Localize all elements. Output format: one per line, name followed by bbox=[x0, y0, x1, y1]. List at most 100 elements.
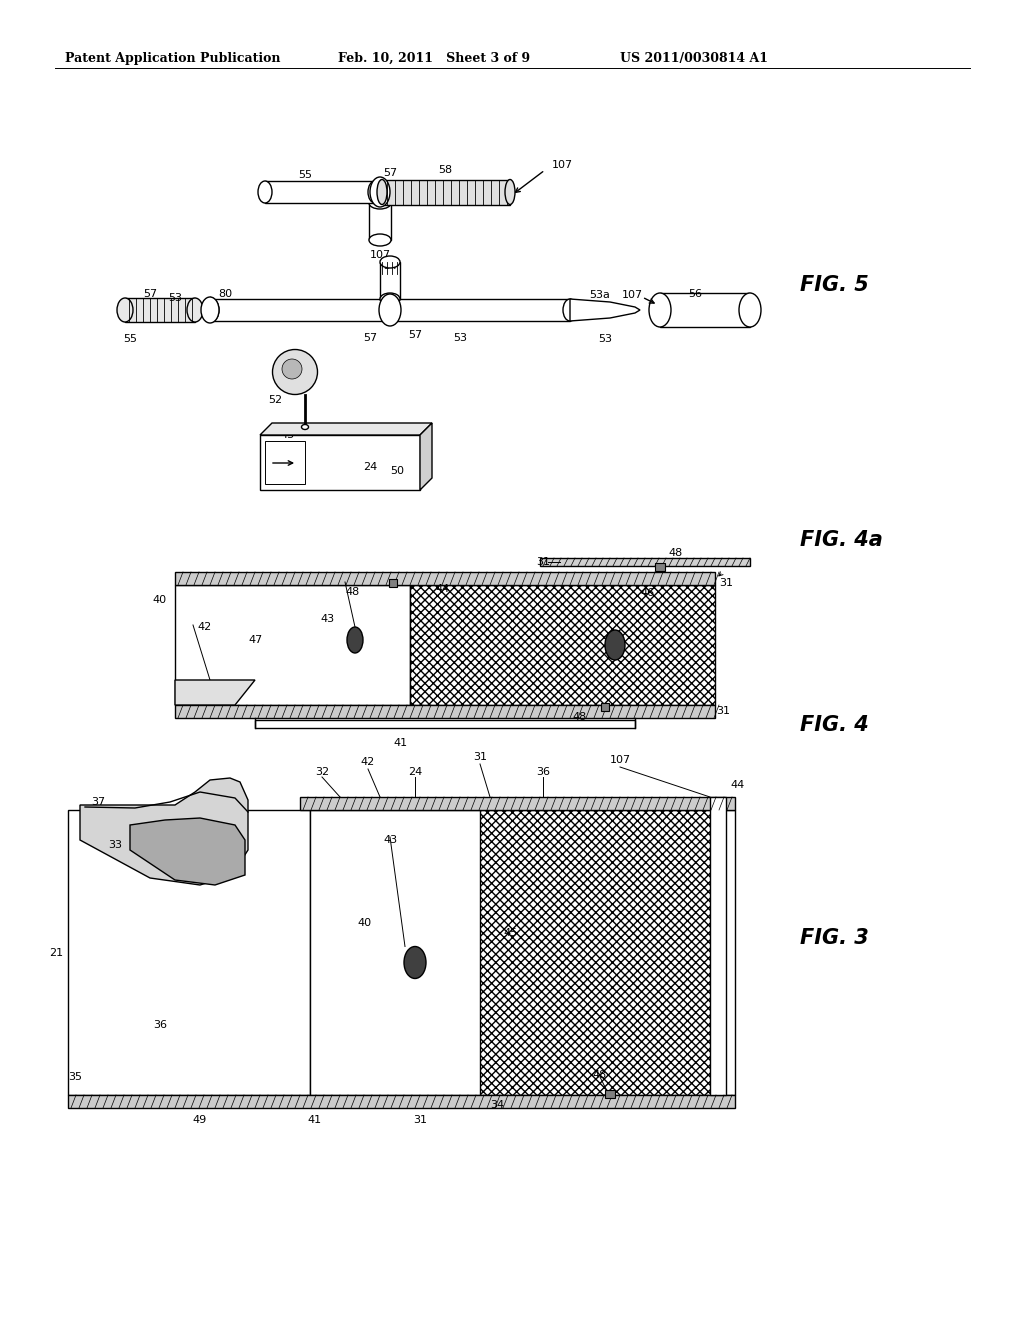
Polygon shape bbox=[130, 818, 245, 884]
Text: 41: 41 bbox=[393, 738, 408, 748]
Text: 57: 57 bbox=[408, 330, 422, 341]
Text: FIG. 5: FIG. 5 bbox=[800, 275, 868, 294]
Text: 42: 42 bbox=[360, 756, 375, 767]
Text: 31: 31 bbox=[716, 706, 730, 715]
Bar bbox=[265, 441, 305, 484]
Ellipse shape bbox=[649, 293, 671, 327]
Bar bbox=[369, 203, 391, 240]
Text: 40: 40 bbox=[153, 595, 167, 605]
Text: 32: 32 bbox=[315, 767, 329, 777]
Text: 48: 48 bbox=[572, 711, 587, 722]
Text: 50: 50 bbox=[390, 466, 404, 477]
Text: 36: 36 bbox=[536, 767, 550, 777]
Text: 33: 33 bbox=[108, 840, 122, 850]
Ellipse shape bbox=[201, 297, 219, 323]
Text: 58: 58 bbox=[438, 165, 452, 176]
Text: FIG. 4a: FIG. 4a bbox=[800, 531, 883, 550]
Text: 54: 54 bbox=[383, 261, 397, 271]
Polygon shape bbox=[420, 422, 432, 490]
Polygon shape bbox=[80, 777, 248, 884]
Bar bbox=[710, 797, 726, 1096]
Bar bbox=[255, 719, 635, 729]
Bar bbox=[310, 810, 735, 1096]
Text: 31: 31 bbox=[719, 578, 733, 587]
Ellipse shape bbox=[380, 256, 400, 268]
Text: 44: 44 bbox=[730, 780, 744, 789]
Text: 48: 48 bbox=[668, 548, 682, 558]
Polygon shape bbox=[570, 300, 640, 321]
Bar bbox=[601, 704, 609, 711]
Ellipse shape bbox=[563, 300, 577, 321]
Text: 43: 43 bbox=[383, 836, 397, 845]
FancyBboxPatch shape bbox=[260, 436, 420, 490]
Bar bbox=[125, 298, 195, 322]
Ellipse shape bbox=[605, 630, 625, 660]
Text: 45: 45 bbox=[503, 928, 517, 937]
Text: FIG. 3: FIG. 3 bbox=[800, 928, 868, 948]
Text: US 2011/0030814 A1: US 2011/0030814 A1 bbox=[620, 51, 768, 65]
Text: 80: 80 bbox=[218, 289, 232, 300]
Bar bbox=[655, 564, 665, 572]
Text: 24: 24 bbox=[362, 462, 377, 473]
Text: 47: 47 bbox=[248, 635, 262, 645]
Ellipse shape bbox=[282, 359, 302, 379]
Text: 53: 53 bbox=[598, 334, 612, 345]
Text: 57: 57 bbox=[362, 333, 377, 343]
Bar bbox=[265, 181, 375, 203]
Text: 49: 49 bbox=[193, 1115, 207, 1125]
Text: 24: 24 bbox=[408, 767, 422, 777]
Text: Patent Application Publication: Patent Application Publication bbox=[65, 51, 281, 65]
Text: 42: 42 bbox=[197, 622, 211, 632]
Polygon shape bbox=[175, 680, 255, 705]
Bar bbox=[68, 1096, 735, 1107]
Ellipse shape bbox=[117, 298, 133, 322]
Bar bbox=[660, 293, 750, 327]
Text: 40: 40 bbox=[358, 917, 372, 928]
Ellipse shape bbox=[380, 293, 400, 305]
Text: 31: 31 bbox=[473, 752, 487, 762]
Bar bbox=[175, 705, 715, 718]
Ellipse shape bbox=[377, 180, 387, 205]
Text: 41: 41 bbox=[308, 1115, 323, 1125]
Bar bbox=[175, 572, 715, 585]
Text: 53: 53 bbox=[453, 333, 467, 343]
Text: 51: 51 bbox=[201, 300, 215, 310]
Bar bbox=[540, 558, 750, 566]
Text: 37: 37 bbox=[91, 797, 105, 807]
Bar bbox=[68, 810, 310, 1096]
Polygon shape bbox=[260, 422, 432, 436]
Bar bbox=[212, 300, 570, 321]
Bar bbox=[410, 585, 715, 705]
Ellipse shape bbox=[404, 946, 426, 978]
Ellipse shape bbox=[369, 234, 391, 246]
Bar bbox=[480, 810, 720, 1096]
Ellipse shape bbox=[379, 294, 401, 326]
Bar bbox=[605, 1090, 615, 1098]
Ellipse shape bbox=[187, 298, 203, 322]
Text: 57: 57 bbox=[383, 168, 397, 178]
Text: 43: 43 bbox=[321, 614, 335, 624]
Ellipse shape bbox=[368, 181, 382, 203]
Text: 48: 48 bbox=[593, 1071, 607, 1080]
Text: 107: 107 bbox=[622, 290, 643, 300]
Ellipse shape bbox=[369, 197, 391, 209]
Text: 57: 57 bbox=[143, 289, 157, 300]
Text: 44: 44 bbox=[435, 583, 450, 594]
Text: 34: 34 bbox=[490, 1100, 504, 1110]
Text: 55: 55 bbox=[298, 170, 312, 180]
Text: 31: 31 bbox=[536, 557, 550, 568]
Bar bbox=[389, 579, 397, 587]
Ellipse shape bbox=[347, 627, 362, 653]
Text: Feb. 10, 2011   Sheet 3 of 9: Feb. 10, 2011 Sheet 3 of 9 bbox=[338, 51, 530, 65]
Text: 52: 52 bbox=[268, 395, 282, 405]
Ellipse shape bbox=[739, 293, 761, 327]
Text: 21: 21 bbox=[49, 948, 63, 957]
Ellipse shape bbox=[370, 177, 390, 207]
Text: 43: 43 bbox=[281, 430, 295, 440]
Text: 53a: 53a bbox=[589, 290, 610, 300]
Text: 46: 46 bbox=[640, 587, 654, 598]
Ellipse shape bbox=[258, 181, 272, 203]
Ellipse shape bbox=[301, 425, 308, 429]
Bar bbox=[382, 180, 510, 205]
Text: 36: 36 bbox=[153, 1020, 167, 1030]
